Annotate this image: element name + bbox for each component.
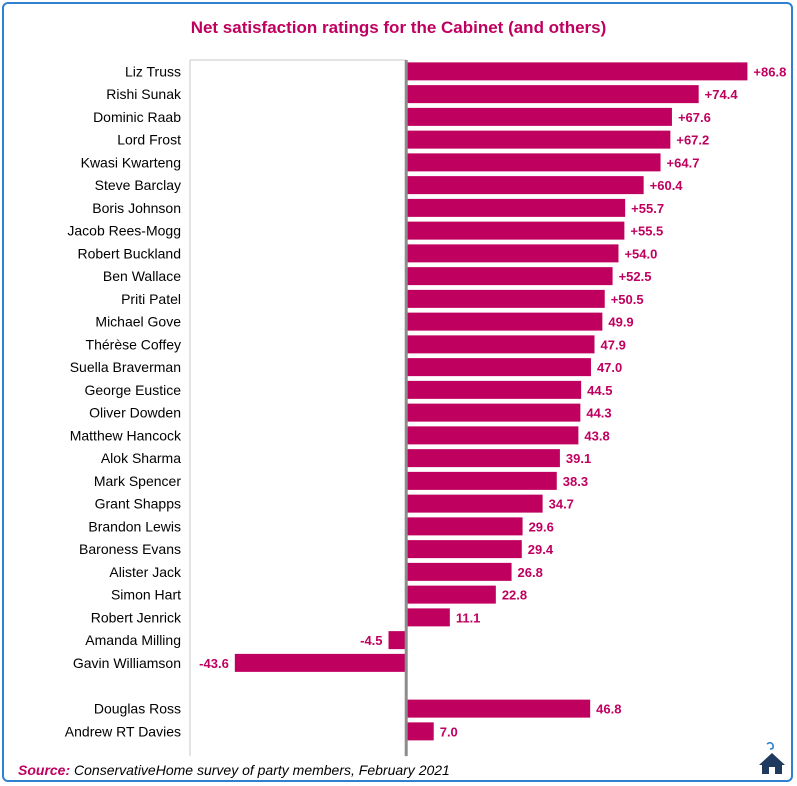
category-label: Robert Jenrick [91, 609, 182, 625]
category-label: Robert Buckland [77, 245, 181, 261]
bar [406, 540, 522, 559]
category-label: Matthew Hancock [70, 427, 182, 443]
value-label: +52.5 [619, 269, 652, 284]
house-logo-icon [759, 741, 785, 774]
bar [406, 335, 595, 354]
category-label: Mark Spencer [94, 473, 181, 489]
bar [406, 221, 625, 240]
value-label: 38.3 [563, 474, 588, 489]
value-label: -4.5 [360, 633, 382, 648]
category-label: Thérèse Coffey [86, 336, 181, 352]
value-label: +55.7 [631, 201, 664, 216]
category-label: Brandon Lewis [88, 518, 181, 534]
bar [406, 289, 605, 308]
bar [406, 176, 644, 195]
source-note: Source: ConservativeHome survey of party… [18, 762, 450, 778]
category-label: Suella Braverman [70, 359, 181, 375]
bar [406, 153, 661, 172]
value-label: 34.7 [549, 497, 574, 512]
value-label: 44.5 [587, 383, 612, 398]
bar [406, 380, 582, 399]
category-label: Lord Frost [117, 132, 181, 148]
category-label: Amanda Milling [85, 632, 181, 648]
bar [406, 562, 512, 581]
value-label: +86.8 [753, 64, 786, 79]
source-text: ConservativeHome survey of party members… [74, 762, 450, 778]
bar [406, 198, 626, 217]
value-label: 29.6 [529, 519, 554, 534]
value-label: -43.6 [199, 656, 229, 671]
value-label: 49.9 [608, 315, 633, 330]
bar [406, 471, 557, 490]
category-label: George Eustice [85, 382, 182, 398]
value-label: 29.4 [528, 542, 554, 557]
category-label: Michael Gove [95, 314, 181, 330]
category-label: Steve Barclay [95, 177, 181, 193]
value-label: +67.2 [676, 133, 709, 148]
category-label: Ben Wallace [103, 268, 181, 284]
value-label: 44.3 [586, 406, 611, 421]
category-label: Andrew RT Davies [65, 723, 181, 739]
bar [406, 403, 581, 422]
bar [388, 631, 407, 650]
category-label: Dominic Raab [93, 109, 181, 125]
bar [406, 85, 699, 104]
bar [406, 722, 434, 741]
category-label: Liz Truss [125, 63, 181, 79]
value-label: 22.8 [502, 588, 527, 603]
value-label: 46.8 [596, 702, 621, 717]
bar [406, 358, 591, 377]
value-label: +55.5 [630, 224, 663, 239]
category-label: Grant Shapps [95, 496, 181, 512]
bar [406, 517, 523, 536]
chart-title: Net satisfaction ratings for the Cabinet… [190, 18, 607, 37]
category-label: Alok Sharma [101, 450, 181, 466]
bar [234, 653, 407, 672]
bar [406, 62, 748, 81]
bar [406, 426, 579, 445]
category-label: Alister Jack [109, 564, 182, 580]
category-label: Rishi Sunak [106, 86, 182, 102]
category-label: Kwasi Kwarteng [81, 154, 181, 170]
source-prefix: Source: [18, 762, 71, 778]
category-label: Douglas Ross [94, 701, 181, 717]
category-label: Simon Hart [111, 587, 181, 603]
value-label: 43.8 [584, 428, 609, 443]
category-label: Baroness Evans [79, 541, 181, 557]
category-label: Jacob Rees-Mogg [67, 223, 181, 239]
value-label: 26.8 [518, 565, 543, 580]
value-label: +64.7 [667, 155, 700, 170]
bar [406, 107, 672, 126]
value-label: 7.0 [440, 724, 458, 739]
value-label: +67.6 [678, 110, 711, 125]
value-label: 47.0 [597, 360, 622, 375]
value-label: 39.1 [566, 451, 591, 466]
value-label: +50.5 [611, 292, 644, 307]
bar [406, 312, 603, 331]
value-label: 47.9 [601, 337, 626, 352]
bar [406, 494, 543, 513]
bar [406, 608, 450, 627]
bar [406, 244, 619, 263]
bar [406, 449, 560, 468]
value-label: +60.4 [650, 178, 684, 193]
bar [406, 130, 671, 149]
bar [406, 267, 613, 286]
bar [406, 699, 591, 718]
bar [406, 585, 496, 604]
category-label: Priti Patel [121, 291, 181, 307]
value-label: 11.1 [456, 610, 481, 625]
category-label: Oliver Dowden [89, 405, 181, 421]
value-label: +54.0 [624, 246, 657, 261]
category-label: Boris Johnson [92, 200, 181, 216]
value-label: +74.4 [705, 87, 739, 102]
category-label: Gavin Williamson [73, 655, 181, 671]
